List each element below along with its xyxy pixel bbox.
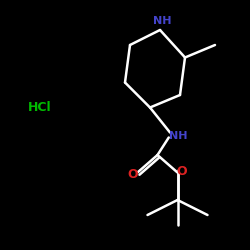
Text: O: O [127,168,138,181]
Text: O: O [176,165,186,178]
Text: HCl: HCl [28,101,52,114]
Text: NH: NH [170,131,188,141]
Text: NH: NH [153,16,172,26]
